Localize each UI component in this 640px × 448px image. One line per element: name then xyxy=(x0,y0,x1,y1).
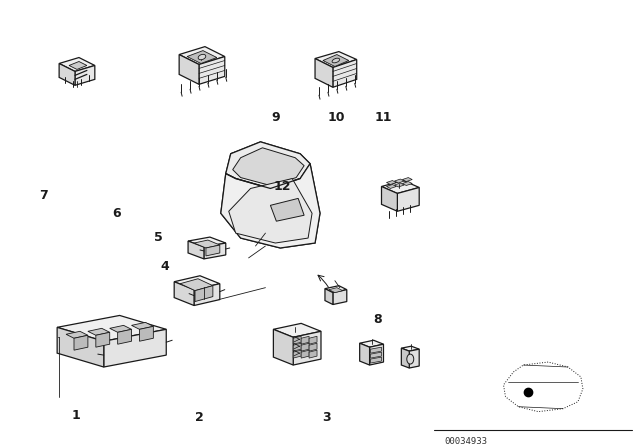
Text: 5: 5 xyxy=(154,231,163,244)
Polygon shape xyxy=(369,344,383,365)
Polygon shape xyxy=(75,65,95,85)
Polygon shape xyxy=(293,336,301,344)
Polygon shape xyxy=(96,332,109,347)
Polygon shape xyxy=(309,343,317,351)
Ellipse shape xyxy=(407,354,413,364)
Polygon shape xyxy=(504,362,583,412)
Text: 7: 7 xyxy=(40,189,48,202)
Polygon shape xyxy=(118,329,132,344)
Polygon shape xyxy=(228,179,312,243)
Polygon shape xyxy=(381,181,419,194)
Polygon shape xyxy=(293,350,301,358)
Text: 6: 6 xyxy=(113,207,121,220)
Polygon shape xyxy=(194,284,220,306)
Polygon shape xyxy=(387,185,396,189)
Polygon shape xyxy=(293,332,321,365)
Polygon shape xyxy=(401,348,409,368)
Polygon shape xyxy=(333,60,356,87)
Text: 12: 12 xyxy=(273,180,291,193)
Polygon shape xyxy=(66,332,88,338)
Polygon shape xyxy=(59,57,95,71)
Polygon shape xyxy=(57,327,104,367)
Polygon shape xyxy=(315,52,356,68)
Polygon shape xyxy=(371,347,381,353)
Polygon shape xyxy=(323,55,349,66)
Polygon shape xyxy=(206,245,220,256)
Polygon shape xyxy=(132,323,154,329)
Polygon shape xyxy=(325,289,333,305)
Polygon shape xyxy=(271,198,304,221)
Polygon shape xyxy=(231,144,280,173)
Polygon shape xyxy=(309,350,317,358)
Polygon shape xyxy=(57,315,166,341)
Polygon shape xyxy=(204,243,226,259)
Text: 8: 8 xyxy=(373,314,381,327)
Text: 00034933: 00034933 xyxy=(444,437,487,447)
Polygon shape xyxy=(179,55,199,84)
Polygon shape xyxy=(221,164,320,248)
Polygon shape xyxy=(309,336,317,344)
Ellipse shape xyxy=(332,58,340,63)
Text: 9: 9 xyxy=(271,111,280,124)
Polygon shape xyxy=(174,282,194,306)
Polygon shape xyxy=(394,179,404,183)
Polygon shape xyxy=(109,325,132,332)
Polygon shape xyxy=(401,346,419,351)
Polygon shape xyxy=(293,343,301,351)
Polygon shape xyxy=(273,323,321,337)
Polygon shape xyxy=(104,329,166,367)
Polygon shape xyxy=(179,47,225,65)
Polygon shape xyxy=(325,286,347,293)
Polygon shape xyxy=(409,349,419,368)
Polygon shape xyxy=(221,142,320,248)
Polygon shape xyxy=(315,59,333,87)
Polygon shape xyxy=(187,51,217,64)
Polygon shape xyxy=(180,279,213,291)
Polygon shape xyxy=(381,186,397,211)
Polygon shape xyxy=(301,350,309,358)
Text: 3: 3 xyxy=(322,411,331,424)
Polygon shape xyxy=(360,340,383,347)
Polygon shape xyxy=(188,241,204,259)
Polygon shape xyxy=(360,343,369,365)
Polygon shape xyxy=(174,276,220,290)
Polygon shape xyxy=(329,288,343,293)
Text: 4: 4 xyxy=(160,260,169,273)
Text: 11: 11 xyxy=(375,111,392,124)
Polygon shape xyxy=(301,336,309,344)
Text: 1: 1 xyxy=(71,409,80,422)
Polygon shape xyxy=(371,352,381,358)
Text: 10: 10 xyxy=(327,111,344,124)
Polygon shape xyxy=(403,181,412,185)
Polygon shape xyxy=(226,142,310,189)
Polygon shape xyxy=(301,343,309,351)
Polygon shape xyxy=(88,328,109,335)
Polygon shape xyxy=(59,64,75,85)
Polygon shape xyxy=(233,148,304,185)
Polygon shape xyxy=(69,61,87,69)
Polygon shape xyxy=(333,290,347,305)
Polygon shape xyxy=(273,329,293,365)
Polygon shape xyxy=(195,286,213,302)
Text: 2: 2 xyxy=(195,411,204,424)
Polygon shape xyxy=(394,183,404,187)
Ellipse shape xyxy=(198,54,206,60)
Polygon shape xyxy=(188,237,226,247)
Polygon shape xyxy=(387,181,396,185)
Polygon shape xyxy=(403,177,412,181)
Polygon shape xyxy=(371,357,381,363)
Polygon shape xyxy=(397,187,419,211)
Polygon shape xyxy=(74,335,88,350)
Polygon shape xyxy=(194,240,220,248)
Polygon shape xyxy=(199,56,225,84)
Polygon shape xyxy=(140,326,154,341)
